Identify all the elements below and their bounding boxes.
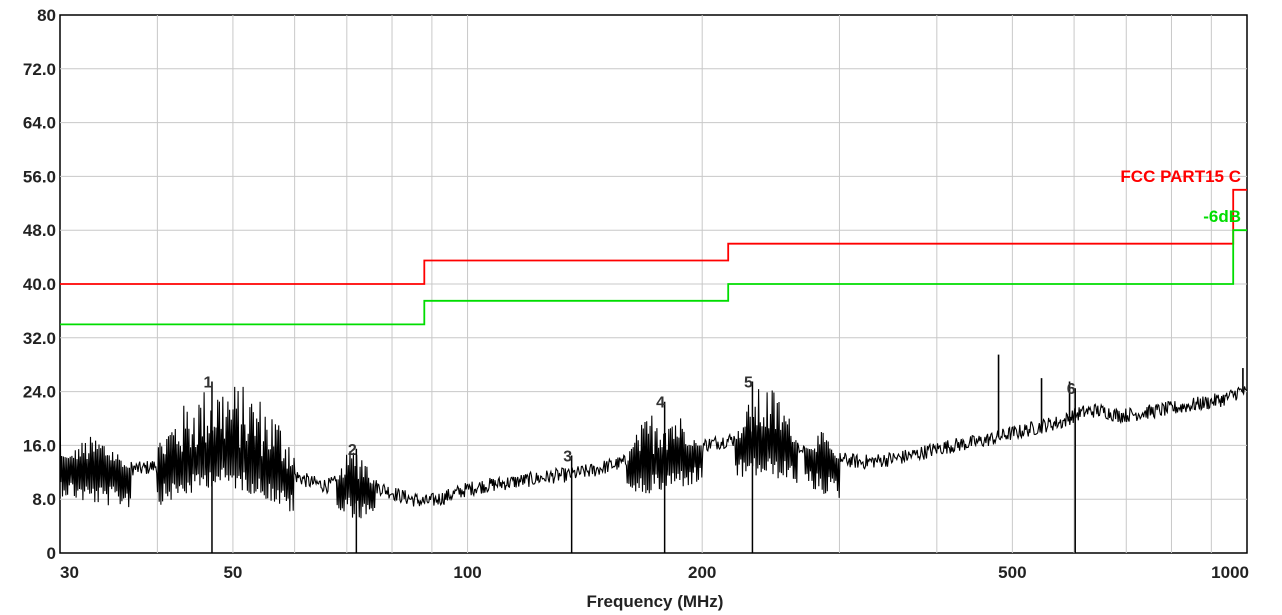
y-tick-label-4: 32.0	[23, 329, 56, 348]
x-tick-label-5: 1000	[1211, 563, 1249, 582]
x-tick-label-0: 30	[60, 563, 79, 582]
y-tick-label-5: 40.0	[23, 275, 56, 294]
y-tick-label-8: 64.0	[23, 114, 56, 133]
x-tick-label-2: 100	[453, 563, 481, 582]
limit-line-0	[60, 188, 1247, 285]
y-tick-label-9: 72.0	[23, 60, 56, 79]
marker-label-4: 4	[656, 395, 665, 412]
y-tick-label-1: 8.0	[32, 490, 56, 509]
y-tick-label-7: 56.0	[23, 167, 56, 186]
y-tick-label-3: 24.0	[23, 383, 56, 402]
limit-layer: FCC PART15 C -6dB	[60, 167, 1247, 326]
marker-label-1: 1	[204, 375, 213, 392]
x-axis-title: Frequency (MHz)	[587, 592, 724, 611]
marker-layer: 1 2 3 4 5 6	[204, 375, 1076, 553]
marker-label-2: 2	[348, 442, 357, 459]
x-tick-label-4: 500	[998, 563, 1026, 582]
y-tick-label-2: 16.0	[23, 436, 56, 455]
tick-layer: 0 8.0 16.0 24.0 32.0 40.0 48.0 56.0 64.0 72.0 80 30…	[23, 6, 1249, 582]
marker-label-3: 3	[563, 448, 572, 465]
y-tick-label-10: 80	[37, 6, 56, 25]
limit-line-1	[60, 229, 1247, 326]
marker-label-6: 6	[1067, 381, 1076, 398]
x-tick-label-1: 50	[223, 563, 242, 582]
measurement-trace	[59, 386, 1248, 519]
x-tick-label-3: 200	[688, 563, 716, 582]
y-tick-label-6: 48.0	[23, 221, 56, 240]
limit-label-0: FCC PART15 C	[1120, 167, 1241, 186]
y-tick-label-0: 0	[47, 544, 56, 563]
trace-layer	[59, 354, 1248, 519]
limit-label-1: -6dB	[1203, 207, 1241, 226]
marker-label-5: 5	[744, 375, 753, 392]
